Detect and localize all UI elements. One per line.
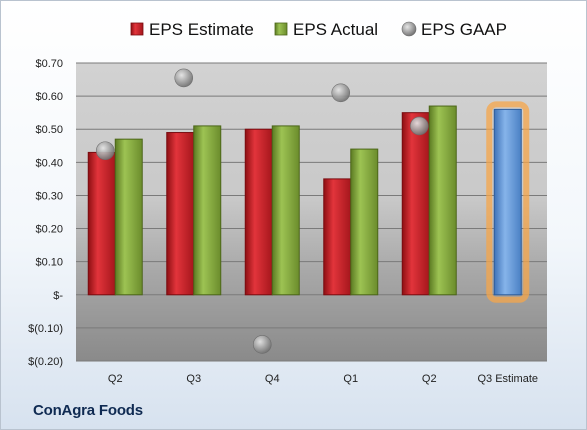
y-tick-label: $(0.20) (28, 356, 63, 368)
bar-eps-estimate (87, 151, 116, 296)
bar-eps-estimate (244, 128, 273, 296)
legend: EPS Estimate EPS Actual EPS GAAP (130, 20, 507, 39)
bar-eps-estimate (323, 178, 352, 296)
y-tick-label: $- (53, 290, 63, 302)
x-tick-label: Q3 Estimate (477, 373, 538, 385)
x-tick-label: Q2 (108, 373, 123, 385)
bar-eps-estimate (401, 112, 430, 296)
x-axis-tick-labels: Q2 Q3 Q4 Q1 Q2 Q3 Estimate (108, 373, 538, 385)
legend-label: EPS GAAP (421, 20, 507, 39)
point-eps-gaap (174, 68, 194, 88)
x-tick-label: Q1 (343, 373, 358, 385)
y-tick-label: $(0.10) (28, 323, 63, 335)
forecast-highlight-glow (486, 101, 530, 303)
bar-eps-actual (193, 125, 222, 296)
y-tick-label: $0.40 (35, 157, 63, 169)
point-eps-gaap (95, 141, 115, 161)
bar-eps-actual (428, 105, 457, 296)
y-tick-label: $0.10 (35, 257, 63, 269)
x-tick-label: Q3 (186, 373, 201, 385)
point-eps-gaap (409, 116, 429, 136)
y-axis-tick-labels: $0.70 $0.60 $0.50 $0.40 $0.30 $0.20 $0.10 $- $(0… (28, 58, 63, 368)
legend-swatch (130, 22, 144, 36)
x-tick-label: Q2 (422, 373, 437, 385)
bar-eps-actual (114, 138, 143, 296)
y-tick-label: $0.50 (35, 124, 63, 136)
x-tick-label: Q4 (265, 373, 280, 385)
point-eps-gaap (331, 83, 351, 103)
bar-eps-actual (350, 148, 379, 296)
gridlines (76, 62, 547, 362)
legend-label: EPS Estimate (149, 20, 254, 39)
bar-eps-forecast (493, 108, 522, 296)
y-tick-label: $0.30 (35, 190, 63, 202)
legend-swatch (401, 21, 417, 37)
bar-eps-actual (271, 125, 300, 296)
legend-label: EPS Actual (293, 20, 378, 39)
data-marks (87, 68, 530, 354)
bar-eps-estimate (166, 132, 195, 296)
y-tick-label: $0.60 (35, 91, 63, 103)
legend-swatch (274, 22, 288, 36)
company-name: ConAgra Foods (33, 402, 143, 419)
plot-area (76, 63, 547, 361)
y-tick-label: $0.20 (35, 224, 63, 236)
point-eps-gaap (252, 335, 272, 354)
y-tick-label: $0.70 (35, 58, 63, 70)
